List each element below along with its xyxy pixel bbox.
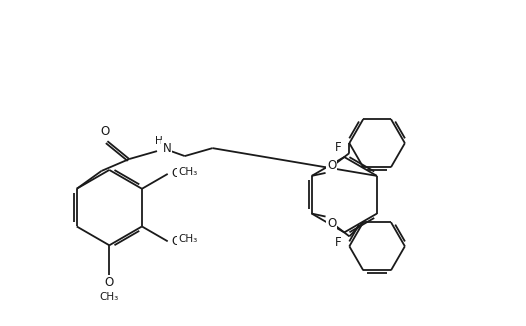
Text: H: H — [155, 136, 163, 146]
Text: O: O — [105, 276, 114, 289]
Text: O: O — [171, 235, 180, 248]
Text: O: O — [171, 168, 180, 180]
Text: CH₃: CH₃ — [178, 234, 197, 244]
Text: O: O — [101, 125, 110, 138]
Text: O: O — [327, 159, 336, 172]
Text: F: F — [335, 141, 342, 154]
Text: O: O — [327, 217, 336, 230]
Text: N: N — [163, 141, 171, 155]
Text: F: F — [335, 236, 342, 249]
Text: CH₃: CH₃ — [100, 292, 119, 302]
Text: CH₃: CH₃ — [178, 167, 197, 177]
